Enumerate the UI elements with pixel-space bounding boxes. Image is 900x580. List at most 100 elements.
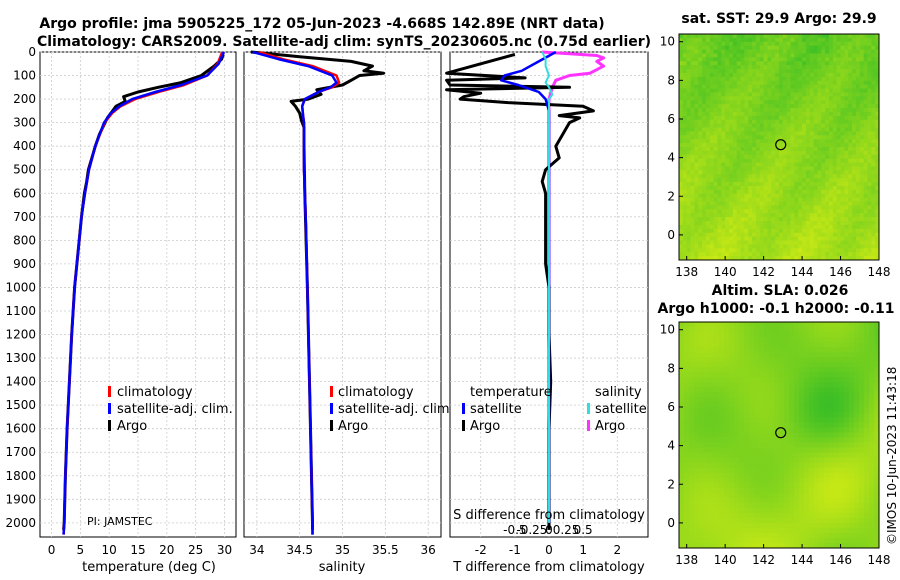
map-cell bbox=[824, 522, 830, 529]
map-cell bbox=[744, 327, 750, 333]
map-cell bbox=[721, 104, 726, 109]
map-cell bbox=[679, 96, 684, 101]
map-cell bbox=[744, 178, 749, 183]
map-cell bbox=[782, 119, 788, 125]
map-cell bbox=[809, 127, 815, 132]
map-cell bbox=[852, 240, 857, 245]
map-cell bbox=[774, 352, 780, 358]
map-cell bbox=[871, 41, 876, 47]
map-cell bbox=[717, 127, 722, 132]
map-cell bbox=[774, 452, 780, 458]
map-cell bbox=[869, 412, 875, 418]
map-cell bbox=[721, 139, 726, 144]
map-cell bbox=[736, 41, 741, 47]
map-cell bbox=[690, 119, 695, 125]
map-cell bbox=[821, 240, 826, 245]
map-cell bbox=[752, 76, 757, 82]
map-cell bbox=[702, 178, 707, 183]
map-cell bbox=[813, 111, 818, 117]
map-cell bbox=[855, 170, 861, 175]
map-cell bbox=[736, 119, 741, 125]
map-cell bbox=[786, 189, 791, 195]
map-cell bbox=[767, 182, 772, 187]
map-cell bbox=[844, 143, 849, 148]
map-cell bbox=[863, 162, 868, 167]
map-cell bbox=[744, 427, 750, 433]
map-cell bbox=[825, 150, 830, 156]
map-cell bbox=[863, 158, 868, 163]
map-cell bbox=[764, 372, 770, 378]
map-cell bbox=[869, 462, 875, 469]
map-cell bbox=[705, 154, 711, 160]
map-cell bbox=[721, 119, 726, 125]
map-cell bbox=[744, 532, 750, 539]
map-cell bbox=[875, 127, 880, 132]
map-cell bbox=[799, 487, 805, 494]
map-cell bbox=[690, 147, 695, 152]
map-cell bbox=[714, 437, 720, 443]
map-cell bbox=[719, 332, 725, 338]
map-cell bbox=[749, 517, 755, 524]
map-cell bbox=[771, 248, 776, 253]
map-cell bbox=[694, 41, 699, 47]
map-cell bbox=[699, 532, 705, 539]
map-cell bbox=[779, 512, 785, 519]
map-cell bbox=[786, 80, 791, 86]
map-cell bbox=[814, 412, 820, 418]
map-cell bbox=[821, 92, 826, 97]
map-cell bbox=[779, 228, 784, 234]
map-cell bbox=[759, 472, 765, 479]
map-cell bbox=[779, 357, 785, 363]
map-cell bbox=[714, 382, 720, 388]
map-cell bbox=[817, 111, 822, 117]
map-cell bbox=[714, 427, 720, 433]
map-cell bbox=[754, 482, 760, 489]
map-cell bbox=[804, 422, 810, 428]
map-cell bbox=[794, 457, 800, 464]
map-cell bbox=[802, 45, 807, 50]
map-cell bbox=[699, 397, 705, 403]
map-cell bbox=[713, 189, 718, 195]
map-cell bbox=[809, 57, 815, 62]
map-cell bbox=[769, 412, 775, 418]
map-cell bbox=[832, 139, 838, 144]
map-cell bbox=[759, 422, 765, 428]
map-cell bbox=[779, 452, 785, 458]
map-cell bbox=[725, 72, 730, 78]
map-cell bbox=[682, 252, 688, 257]
map-cell bbox=[774, 337, 780, 343]
map-cell bbox=[684, 482, 690, 489]
map-cell bbox=[784, 392, 790, 398]
map-cell bbox=[871, 100, 876, 105]
map-cell bbox=[829, 502, 835, 509]
map-cell bbox=[767, 162, 772, 167]
map-cell bbox=[829, 407, 835, 413]
map-cell bbox=[759, 487, 765, 494]
map-cell bbox=[759, 382, 765, 388]
map-cell bbox=[779, 143, 784, 148]
map-cell bbox=[764, 412, 770, 418]
map-cell bbox=[709, 111, 715, 117]
map-cell bbox=[679, 507, 685, 514]
map-cell bbox=[859, 347, 865, 353]
map-cell bbox=[834, 527, 840, 534]
map-cell bbox=[682, 236, 688, 241]
map-cell bbox=[754, 322, 760, 328]
map-cell bbox=[809, 65, 815, 70]
map-cell bbox=[713, 244, 718, 249]
map-cell bbox=[786, 158, 791, 163]
map-cell bbox=[789, 527, 795, 534]
map-cell bbox=[775, 252, 780, 257]
map-cell bbox=[767, 185, 772, 191]
map-cell bbox=[763, 213, 768, 218]
map-cell bbox=[859, 367, 865, 373]
map-cell bbox=[871, 248, 876, 253]
map-cell bbox=[698, 228, 703, 234]
map-cell bbox=[679, 517, 685, 524]
map-cell bbox=[804, 357, 810, 363]
map-cell bbox=[814, 472, 820, 479]
map-cell bbox=[740, 236, 745, 241]
map-cell bbox=[832, 123, 838, 128]
map-cell bbox=[725, 45, 730, 50]
map-cell bbox=[874, 527, 880, 534]
